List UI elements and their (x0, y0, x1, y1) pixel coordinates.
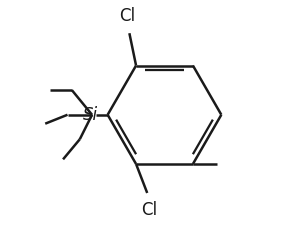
Text: Si: Si (83, 106, 98, 124)
Text: Cl: Cl (141, 201, 158, 219)
Text: Cl: Cl (119, 7, 135, 25)
